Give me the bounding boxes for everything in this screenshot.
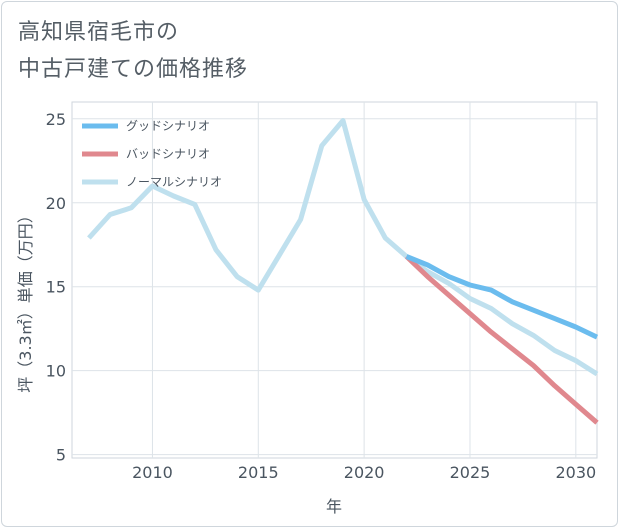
legend-label-2: ノーマルシナリオ [126,175,222,189]
series-line-1 [404,254,599,425]
x-tick-2025: 2025 [450,463,491,482]
y-tick-5: 5 [56,446,66,465]
legend-label-0: グッドシナリオ [126,119,210,133]
y-tick-15: 15 [46,278,66,297]
chart-title-line-2: 中古戸建ての価格推移 [18,57,249,82]
x-axis-label: 年 [326,497,342,516]
series-lines [87,118,599,425]
x-tick-2020: 2020 [344,463,385,482]
chart-title: 高知県宿毛市の 中古戸建ての価格推移 [18,14,248,88]
x-tick-2010: 2010 [132,463,173,482]
y-axis-label: 坪（3.3㎡）単価（万円） [16,207,35,392]
grid-lines [72,102,597,458]
legend-label-1: バッドシナリオ [126,147,210,161]
chart-title-line-1: 高知県宿毛市の [18,20,180,45]
x-tick-2015: 2015 [238,463,279,482]
y-tick-10: 10 [46,362,66,381]
y-tick-20: 20 [46,194,66,213]
plot-area [71,101,598,459]
y-tick-labels: 5 10 15 20 25 [46,110,66,465]
series-line-2 [87,118,599,377]
series-line-0 [405,254,599,340]
x-tick-2030: 2030 [555,463,596,482]
x-tick-labels: 2010 2015 2020 2025 2030 [132,463,596,482]
y-tick-25: 25 [46,110,66,129]
